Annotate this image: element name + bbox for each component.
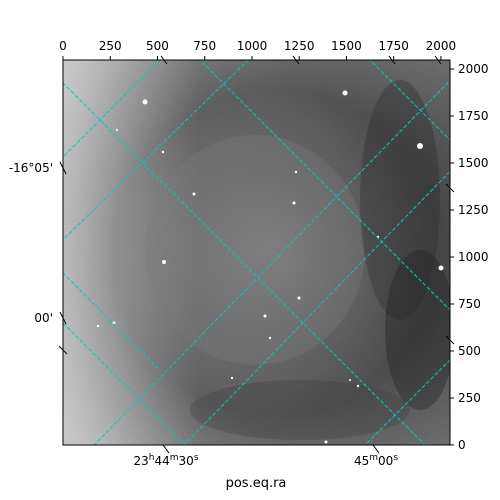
star	[142, 99, 148, 105]
star	[342, 90, 348, 96]
dec-tick-label: -16°05'	[9, 161, 53, 175]
ra-tick-mark	[372, 444, 380, 454]
star	[297, 296, 301, 300]
star	[192, 192, 196, 196]
top-tick-label: 1000	[237, 39, 268, 53]
x-axis-label: pos.eq.ra	[226, 476, 287, 491]
right-pixel-axis: 0 250 500 750 1000 1250 1500 1750 2000	[450, 62, 489, 452]
frame-tick	[445, 183, 455, 193]
frame-tick	[58, 345, 68, 355]
plot-frame	[62, 59, 451, 446]
frame-tick	[388, 55, 396, 65]
grid-line	[93, 79, 450, 445]
top-tick-label: 2000	[426, 39, 457, 53]
star	[162, 260, 166, 264]
ra-tick-label: 45m00s	[354, 453, 398, 468]
star	[356, 384, 360, 388]
star	[116, 129, 118, 131]
star	[349, 379, 351, 381]
grid-line	[369, 60, 450, 141]
star	[96, 324, 100, 328]
top-tick-label: 0	[59, 39, 67, 53]
right-tick-label: 1250	[458, 203, 489, 217]
right-tick-label: 250	[458, 391, 481, 405]
dec-tick-mark	[59, 161, 67, 175]
top-tick-label: 1500	[331, 39, 362, 53]
frame-tick	[434, 55, 442, 65]
grid-line	[63, 60, 161, 158]
star	[294, 170, 298, 174]
top-pixel-axis: 0 250 500 750 1000 1250 1500 1750 2000	[59, 39, 456, 60]
grid-line	[63, 60, 249, 241]
right-tick-label: 1750	[458, 109, 489, 123]
right-tick-label: 500	[458, 344, 481, 358]
right-tick-label: 0	[458, 438, 466, 452]
star	[268, 336, 272, 340]
grid-line	[63, 82, 426, 445]
star	[161, 150, 165, 154]
right-tick-label: 750	[458, 297, 481, 311]
grid-line	[63, 322, 186, 445]
world-coordinate-axes: 23h44m30s 45m00s -16°05' 00'	[9, 55, 455, 468]
star	[324, 440, 328, 444]
right-tick-label: 2000	[458, 62, 489, 76]
right-tick-label: 1000	[458, 250, 489, 264]
star	[263, 314, 267, 318]
top-tick-label: 1750	[378, 39, 409, 53]
dec-tick-label: 00'	[34, 311, 53, 325]
frame-tick	[445, 335, 455, 345]
nebula-image	[63, 60, 450, 445]
top-tick-label: 250	[99, 39, 122, 53]
right-tick-label: 1500	[458, 156, 489, 170]
ra-tick-label: 23h44m30s	[133, 453, 198, 468]
star	[417, 143, 423, 149]
top-tick-label: 750	[193, 39, 216, 53]
frame-tick	[160, 55, 168, 65]
ra-tick-mark	[162, 444, 170, 454]
star	[438, 265, 444, 271]
top-tick-label: 500	[146, 39, 169, 53]
star	[292, 201, 296, 205]
star	[230, 376, 234, 380]
top-tick-label: 1250	[284, 39, 315, 53]
frame-tick	[292, 55, 300, 65]
stars	[96, 90, 444, 444]
dec-tick-mark	[59, 311, 67, 325]
